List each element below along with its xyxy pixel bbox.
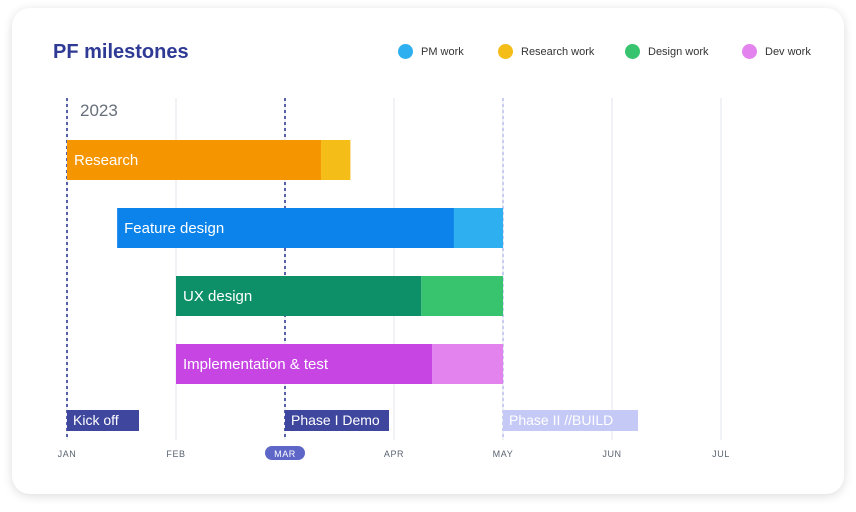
milestone-badge-kick-off — [67, 410, 139, 431]
month-highlight-mar — [265, 446, 305, 460]
milestone-label-kick-off: Kick off — [73, 412, 119, 428]
month-label-jul: JUL — [712, 449, 730, 459]
task-bar-research — [67, 140, 321, 180]
legend-item-research-work: Research work — [498, 44, 594, 59]
legend-swatch-design-work — [625, 44, 640, 59]
legend-label-pm-work: PM work — [421, 45, 464, 58]
month-label-apr: APR — [384, 449, 404, 459]
chart-title: PF milestones — [53, 41, 189, 63]
task-bar-tail-feature-design — [453, 208, 503, 248]
year-label: 2023 — [80, 101, 118, 120]
milestone-label-phase-ii-build: Phase II //BUILD — [509, 412, 613, 428]
milestone-badge-phase-i-demo — [285, 410, 389, 431]
legend-item-design-work: Design work — [625, 44, 709, 59]
task-label-feature-design: Feature design — [124, 220, 224, 237]
month-label-jun: JUN — [602, 449, 621, 459]
legend-swatch-pm-work — [398, 44, 413, 59]
task-bar-tail-implementation-test — [432, 344, 503, 384]
task-bar-implementation-test — [176, 344, 433, 384]
chart-card — [12, 8, 844, 494]
milestone-label-phase-i-demo: Phase I Demo — [291, 412, 380, 428]
legend-swatch-dev-work — [742, 44, 757, 59]
task-bar-ux-design — [176, 276, 422, 316]
task-label-implementation-test: Implementation & test — [183, 356, 329, 373]
task-bar-tail-research — [320, 140, 351, 180]
month-label-feb: FEB — [166, 449, 185, 459]
month-label-jan: JAN — [58, 449, 77, 459]
task-bar-tail-ux-design — [421, 276, 503, 316]
task-label-ux-design: UX design — [183, 288, 252, 305]
milestone-badge-phase-ii-build — [503, 410, 638, 431]
legend-label-design-work: Design work — [648, 45, 709, 58]
task-bar-feature-design — [117, 208, 454, 248]
legend-label-dev-work: Dev work — [765, 45, 811, 58]
legend-item-pm-work: PM work — [398, 44, 464, 59]
month-label-mar: MAR — [274, 449, 296, 459]
legend-swatch-research-work — [498, 44, 513, 59]
month-label-may: MAY — [493, 449, 514, 459]
legend-label-research-work: Research work — [521, 45, 595, 58]
legend-item-dev-work: Dev work — [742, 44, 811, 59]
task-label-research: Research — [74, 152, 138, 169]
